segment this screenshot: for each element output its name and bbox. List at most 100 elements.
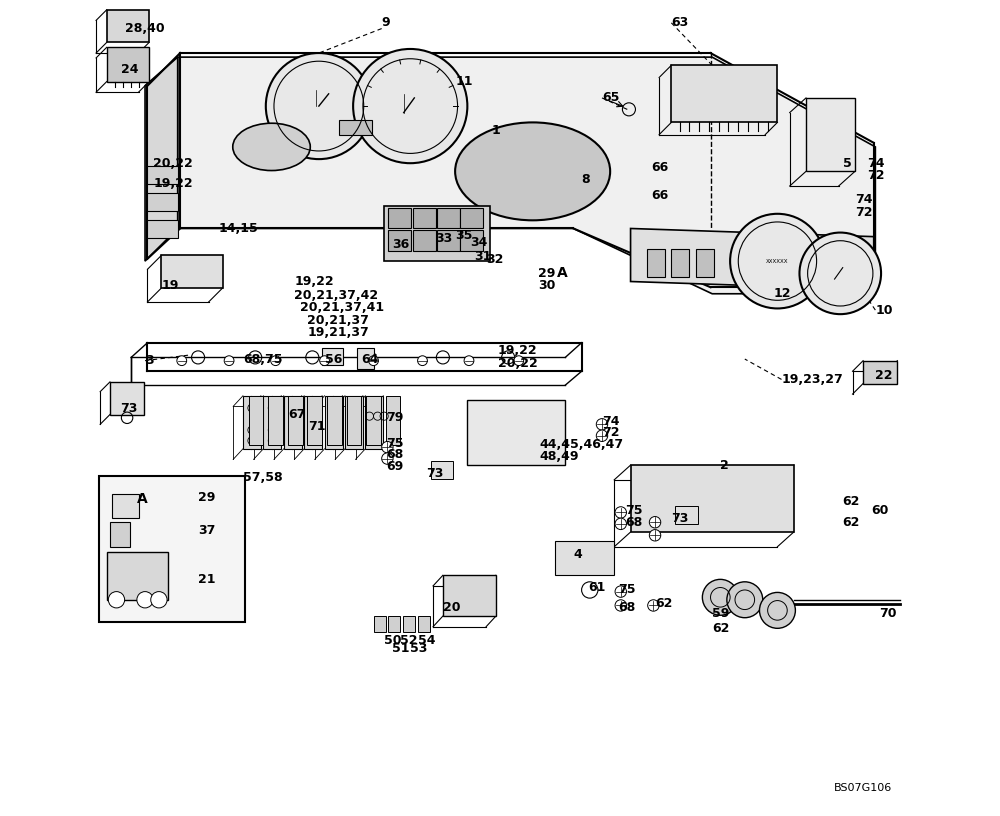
Text: 9: 9	[382, 16, 390, 29]
Circle shape	[382, 453, 393, 464]
Text: 65: 65	[602, 91, 619, 104]
Bar	[249, 396, 263, 445]
Text: 31: 31	[474, 250, 491, 263]
Polygon shape	[178, 57, 875, 294]
Text: 20,21,37: 20,21,37	[307, 314, 369, 327]
Text: 67: 67	[288, 408, 305, 421]
Text: 30: 30	[538, 279, 556, 292]
Circle shape	[615, 507, 626, 518]
Text: A: A	[557, 266, 568, 281]
Text: 19,22: 19,22	[153, 177, 193, 190]
Text: 19,22: 19,22	[498, 344, 537, 357]
Bar	[384, 206, 490, 261]
Text: 28,40: 28,40	[125, 22, 164, 35]
Ellipse shape	[455, 122, 610, 220]
Text: 4: 4	[573, 548, 582, 561]
Text: 68: 68	[625, 516, 642, 529]
Bar	[675, 506, 698, 524]
Circle shape	[320, 356, 329, 366]
FancyBboxPatch shape	[99, 476, 245, 622]
Bar	[339, 120, 372, 135]
Bar	[112, 494, 139, 518]
Bar	[671, 65, 777, 122]
Bar	[110, 382, 144, 415]
Text: 62: 62	[655, 597, 672, 610]
Text: 24: 24	[121, 63, 138, 76]
Text: 12: 12	[773, 287, 791, 300]
Text: 74: 74	[867, 157, 885, 170]
Text: 53: 53	[410, 642, 428, 655]
Polygon shape	[631, 465, 794, 532]
Circle shape	[702, 579, 738, 615]
Bar	[307, 396, 322, 445]
Bar	[437, 230, 460, 251]
Bar	[263, 396, 281, 449]
Text: 60: 60	[871, 503, 889, 517]
Circle shape	[615, 600, 626, 611]
Text: 11: 11	[455, 75, 473, 88]
Text: 5: 5	[843, 157, 851, 170]
Bar	[413, 208, 436, 228]
Bar	[284, 396, 302, 449]
Text: 72: 72	[602, 426, 620, 439]
Bar	[243, 396, 261, 449]
Text: 62: 62	[712, 622, 730, 635]
Circle shape	[266, 53, 372, 159]
Polygon shape	[631, 228, 874, 290]
Bar	[696, 249, 714, 277]
Text: 72: 72	[855, 206, 872, 219]
Text: 57,58: 57,58	[243, 471, 283, 484]
Text: 3: 3	[145, 354, 154, 367]
Text: 21: 21	[198, 573, 216, 586]
Text: 68: 68	[618, 601, 636, 614]
Circle shape	[649, 517, 661, 528]
Bar	[460, 208, 483, 228]
Text: 29: 29	[538, 267, 556, 280]
Circle shape	[514, 356, 524, 366]
Circle shape	[369, 356, 378, 366]
Circle shape	[151, 592, 167, 608]
Circle shape	[353, 49, 467, 163]
Text: 20,22: 20,22	[498, 357, 537, 370]
Bar	[386, 396, 400, 445]
Text: 2: 2	[720, 459, 729, 472]
Text: 62: 62	[843, 495, 860, 508]
Circle shape	[224, 356, 234, 366]
Text: 75: 75	[386, 437, 403, 450]
Text: 66: 66	[651, 161, 668, 174]
Text: 19,22: 19,22	[294, 275, 334, 288]
Polygon shape	[145, 57, 178, 261]
Circle shape	[596, 430, 608, 441]
Bar	[388, 208, 411, 228]
Circle shape	[799, 233, 881, 314]
Text: 75: 75	[618, 583, 636, 596]
Text: 66: 66	[651, 189, 668, 202]
Bar	[437, 208, 460, 228]
Bar	[345, 396, 363, 449]
Text: 20: 20	[443, 601, 460, 614]
Text: 64: 64	[361, 353, 379, 366]
Ellipse shape	[233, 123, 310, 171]
Text: 72: 72	[867, 169, 885, 182]
Bar	[357, 348, 374, 369]
Text: BS07G106: BS07G106	[833, 783, 892, 793]
Bar	[374, 616, 386, 632]
Text: 51: 51	[392, 642, 410, 655]
Bar	[304, 396, 322, 449]
Text: 63: 63	[671, 16, 689, 29]
Text: 1: 1	[492, 124, 501, 137]
Bar	[403, 616, 415, 632]
Circle shape	[648, 600, 659, 611]
Text: 32: 32	[486, 253, 504, 266]
Bar	[107, 552, 168, 600]
Bar	[107, 47, 149, 82]
Text: 74: 74	[602, 415, 620, 428]
Circle shape	[727, 582, 763, 618]
Bar	[806, 98, 855, 171]
Text: 68: 68	[386, 448, 403, 461]
FancyBboxPatch shape	[161, 255, 223, 288]
Circle shape	[137, 592, 153, 608]
Text: 19,21,37: 19,21,37	[307, 326, 369, 339]
Bar	[418, 616, 430, 632]
Text: 44,45,46,47: 44,45,46,47	[539, 438, 623, 451]
